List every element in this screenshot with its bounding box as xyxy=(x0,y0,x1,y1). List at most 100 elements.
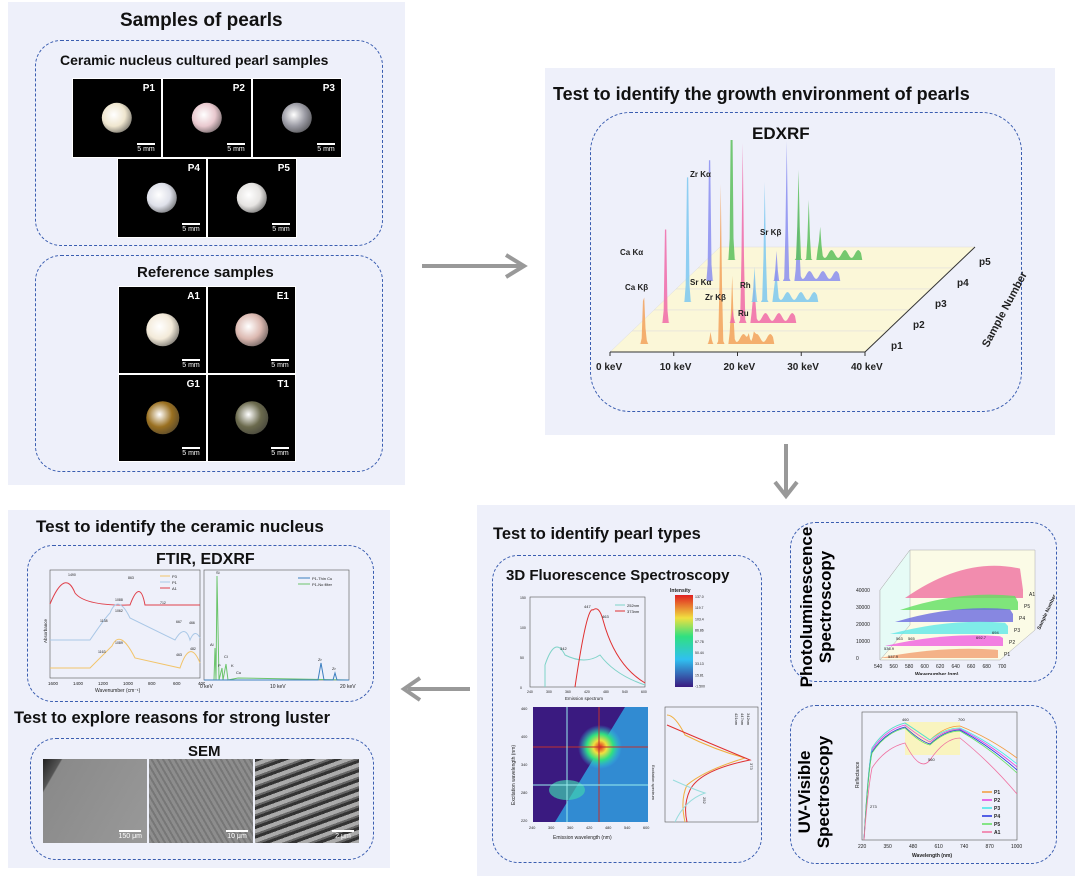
chart-label: P1-No filter xyxy=(312,582,333,587)
chart-label: 342nm xyxy=(746,713,751,726)
chart-label: Excitation spectrum xyxy=(651,765,656,801)
chart-label: 1000 xyxy=(1011,844,1022,850)
chart-label: P1-Thin Cu xyxy=(312,576,332,581)
uv-chart: P1 P2 P3 P4 P5 A1 220 350 480 610 740 870 1000 Wavele… xyxy=(855,711,1022,859)
chart-label: 220 xyxy=(521,819,527,823)
chart-label: 103.4 xyxy=(695,617,704,621)
chart-label: 240 xyxy=(527,690,533,694)
chart-label: p2 xyxy=(913,320,925,331)
chart-label: Ca Kα xyxy=(620,248,643,257)
pearl xyxy=(281,102,313,134)
pearl-types-title: Test to identify pearl types xyxy=(493,525,701,543)
arrow-left-icon xyxy=(400,676,470,702)
pearl-image-p1: P1 5 mm xyxy=(72,78,162,158)
sem-image-1: 150 μm xyxy=(43,759,147,843)
chart-label: 137.0 xyxy=(695,595,704,599)
chart-label: 460 xyxy=(521,707,527,711)
pearl xyxy=(146,182,178,214)
chart-label: 870 xyxy=(986,844,995,850)
chart-label: 480 xyxy=(603,690,609,694)
chart-label: P2 xyxy=(994,798,1000,804)
sample-label: P1 xyxy=(142,83,155,94)
chart-label: 100 xyxy=(520,626,526,630)
chart-label: 0 xyxy=(856,656,859,662)
chart-label: Cl xyxy=(224,654,228,659)
chart-label: 694 xyxy=(992,630,999,635)
chart-label: 600 xyxy=(641,690,647,694)
chart-label: Intensity xyxy=(670,588,691,594)
sem-images: 150 μm 10 μm 2 μm xyxy=(43,759,361,843)
chart-label: 700 xyxy=(958,717,965,722)
chart-label: 15.81 xyxy=(695,673,704,677)
chart-label: Wavenumber (cm⁻¹) xyxy=(95,688,141,693)
series-421nm xyxy=(666,714,747,823)
chart-label: 1138 xyxy=(100,619,108,623)
scale-label: 5 mm xyxy=(317,146,335,153)
chart-label: 540 xyxy=(624,826,630,830)
ceramic-nucleus-title: Test to identify the ceramic nucleus xyxy=(36,517,324,536)
chart-label: 33.13 xyxy=(695,662,704,666)
pearl xyxy=(234,401,269,435)
sample-label: A1 xyxy=(187,291,200,302)
uv-box xyxy=(790,705,1057,864)
chart-label: 373 xyxy=(749,763,754,770)
chart-label: Wavelength (nm) xyxy=(912,853,952,859)
chart-label: 150 xyxy=(520,596,526,600)
chart-label: 700 xyxy=(998,664,1007,670)
chart-label: 220 xyxy=(858,844,867,850)
arrow-right-icon xyxy=(422,253,528,279)
chart-label: 536.9 xyxy=(884,646,895,651)
pearl xyxy=(191,102,223,134)
chart-label: Sample Number xyxy=(1036,594,1055,631)
chart-label: P3 xyxy=(994,806,1000,812)
scale-label: 5 mm xyxy=(182,362,200,369)
chart-label: 1163 xyxy=(98,650,106,654)
chart-label: 373nm xyxy=(627,609,640,614)
arrow-down-icon xyxy=(773,444,799,500)
series-447nm xyxy=(666,724,752,823)
chart-label: Al xyxy=(210,642,214,647)
chart-label: Wavenumber (nm) xyxy=(915,672,959,675)
series-thin-cu xyxy=(204,662,349,681)
spectrum-p5 xyxy=(708,140,874,260)
chart-label: Absorbance xyxy=(43,618,48,643)
chart-label: 86.86 xyxy=(695,629,704,633)
chart-label: 460 xyxy=(902,717,909,722)
chart-label: P xyxy=(218,663,221,668)
chart-label: 400 xyxy=(521,735,527,739)
chart-label: 0 keV xyxy=(596,362,622,373)
chart-label: 1200 xyxy=(98,681,109,686)
chart-label: Zr Kβ xyxy=(705,293,726,302)
chart-label: 712 xyxy=(160,601,166,605)
chart-label: 600 xyxy=(173,681,181,686)
samples-title: Samples of pearls xyxy=(120,10,283,31)
ftir-edxrf-title: FTIR, EDXRF xyxy=(156,551,255,568)
chart-label: Rh xyxy=(740,281,751,290)
chart-label: 360 xyxy=(565,690,571,694)
chart-label: Cu xyxy=(236,670,241,675)
chart-label: 10 keV xyxy=(270,684,286,690)
chart-label: A1 xyxy=(1029,592,1035,598)
chart-label: Sample Number xyxy=(980,269,1030,349)
chart-label: 560 xyxy=(890,664,899,670)
sem-image-2: 10 μm xyxy=(149,759,253,843)
chart-label: 67.78 xyxy=(695,640,704,644)
pl-title: Photoluminescence Spectroscopy xyxy=(797,526,835,688)
chart-label: 447nm xyxy=(740,713,745,726)
chart-label: 620 xyxy=(936,664,945,670)
chart-label: Zr xyxy=(318,657,322,662)
chart-label: 800 xyxy=(148,681,156,686)
scale-label: 5 mm xyxy=(272,226,290,233)
plot-frame xyxy=(529,596,646,688)
pl-chart: A1 P5 P4 P3 P2 P1 540 560 580 600 620 640 660 680 700 4… xyxy=(856,549,1055,675)
chart-label: 600 xyxy=(643,826,649,830)
chart-label: A1 xyxy=(172,586,178,591)
sample-label: P3 xyxy=(322,83,335,94)
series-P1 xyxy=(50,603,201,642)
chart-label: p4 xyxy=(957,278,969,289)
edxrf-3d-chart: p1 p2 p3 p4 p5 0 keV 10 keV 20 keV 30 keV 40 keV S… xyxy=(596,140,1030,373)
reference-samples-box xyxy=(35,255,383,472)
scale-label: 5 mm xyxy=(271,362,289,369)
